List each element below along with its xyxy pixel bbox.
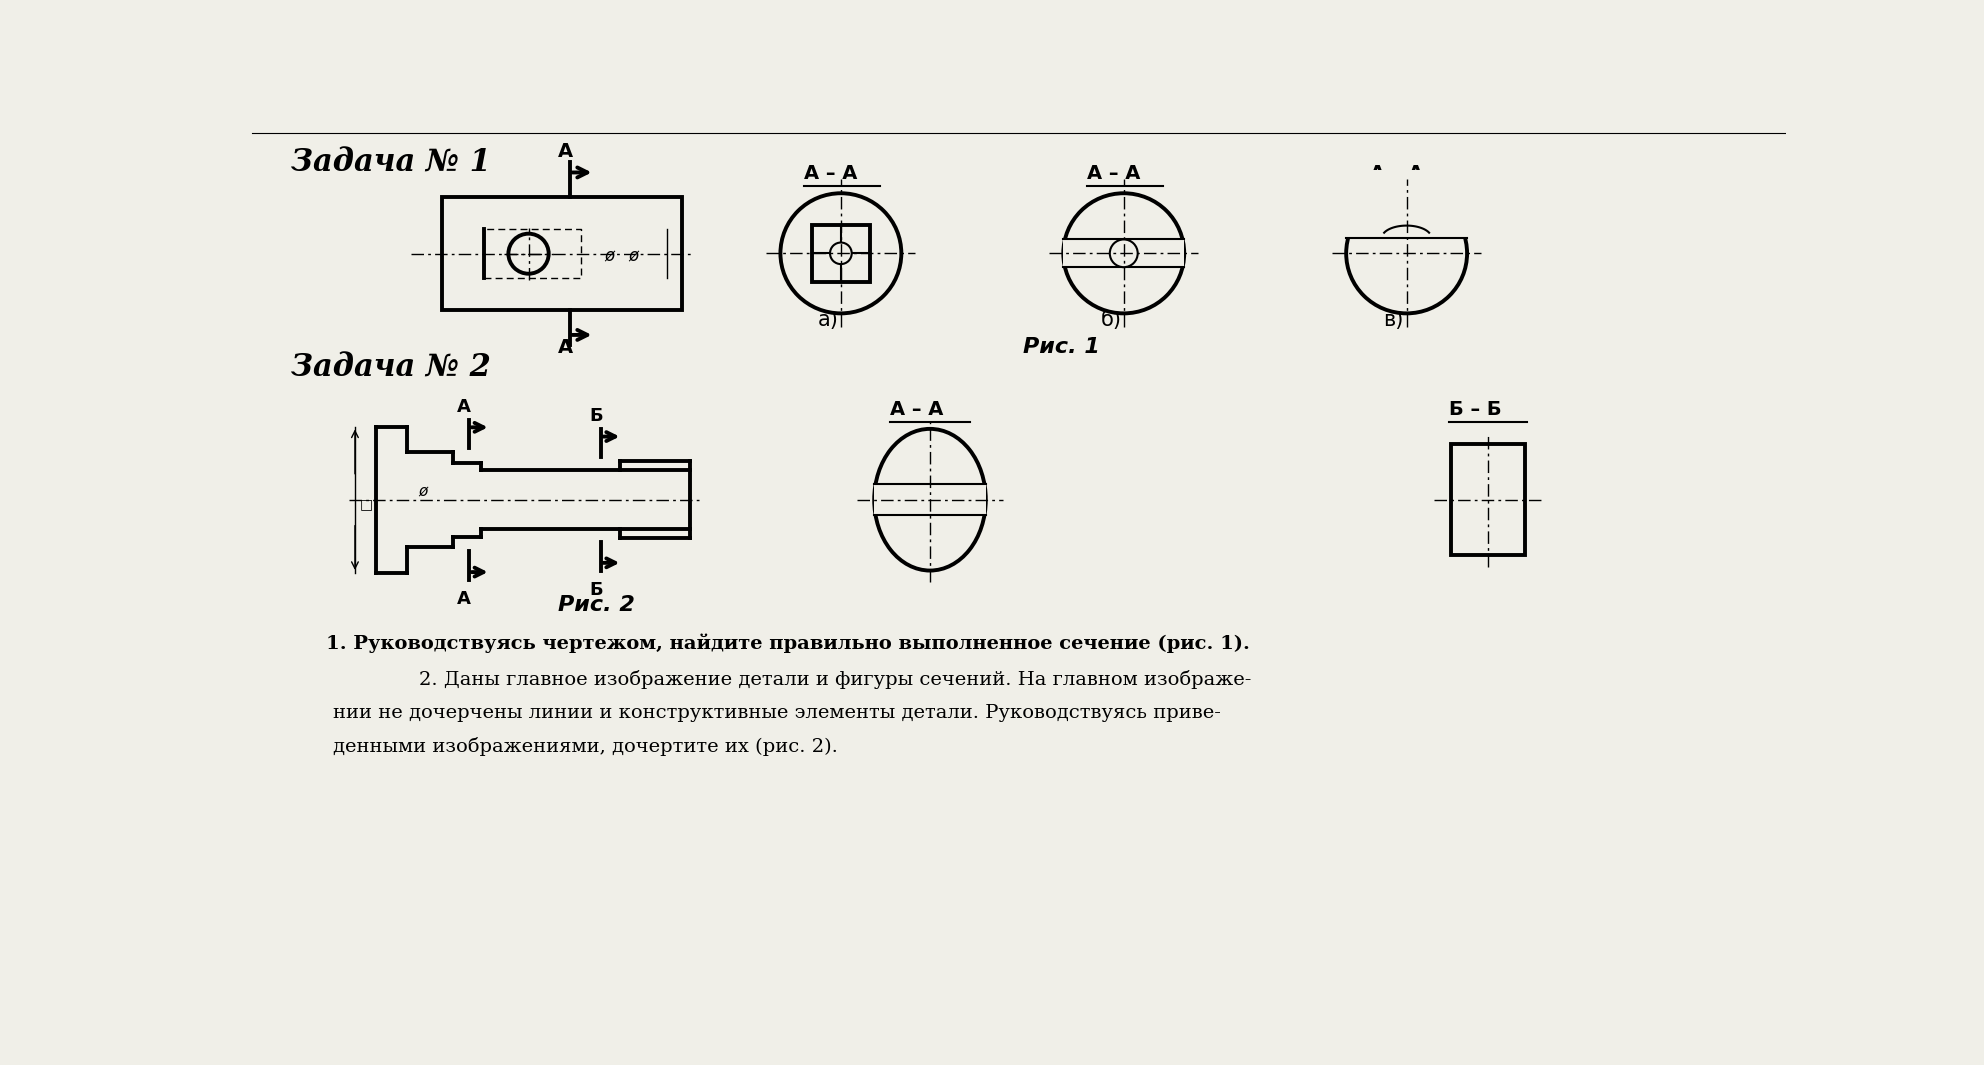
Text: Задача № 1: Задача № 1 <box>290 148 490 179</box>
Text: А: А <box>558 338 573 357</box>
Text: □: □ <box>359 497 373 511</box>
Text: А: А <box>456 398 470 416</box>
Text: ø: ø <box>627 247 639 265</box>
Text: б): б) <box>1101 310 1121 330</box>
Text: в): в) <box>1383 310 1405 330</box>
Circle shape <box>829 243 851 264</box>
Text: А – А: А – А <box>1371 164 1425 183</box>
Text: ø: ø <box>605 247 615 265</box>
Text: Б: Б <box>589 580 603 599</box>
Circle shape <box>1347 193 1466 313</box>
Text: 2. Даны главное изображение детали и фигуры сечений. На главном изображе-: 2. Даны главное изображение детали и фиг… <box>419 670 1250 688</box>
Bar <box>811 225 869 282</box>
Bar <box>875 485 986 515</box>
Text: ø: ø <box>419 484 429 498</box>
Text: А – А: А – А <box>1087 164 1141 183</box>
Text: Б – Б: Б – Б <box>1448 400 1502 419</box>
Bar <box>442 197 682 310</box>
Bar <box>1063 240 1184 267</box>
Text: А: А <box>558 142 573 161</box>
Ellipse shape <box>875 429 986 571</box>
Text: Б: Б <box>589 407 603 425</box>
Text: Рис. 2: Рис. 2 <box>558 594 635 615</box>
Circle shape <box>1063 193 1184 313</box>
Text: Задача № 2: Задача № 2 <box>290 353 490 383</box>
Bar <box>1450 444 1526 555</box>
Text: А: А <box>456 590 470 608</box>
Bar <box>1347 170 1466 237</box>
Text: 1. Руководствуясь чертежом, найдите правильно выполненное сечение (рис. 1).: 1. Руководствуясь чертежом, найдите прав… <box>325 634 1250 653</box>
Text: А – А: А – А <box>804 164 857 183</box>
Text: Рис. 1: Рис. 1 <box>1024 338 1101 358</box>
Text: А – А: А – А <box>889 400 942 419</box>
Text: денными изображениями, дочертите их (рис. 2).: денными изображениями, дочертите их (рис… <box>333 737 837 756</box>
Circle shape <box>780 193 901 313</box>
Circle shape <box>1109 240 1137 267</box>
Text: нии не дочерчены линии и конструктивные элементы детали. Руководствуясь приве-: нии не дочерчены линии и конструктивные … <box>333 704 1220 722</box>
Text: а): а) <box>817 310 839 330</box>
